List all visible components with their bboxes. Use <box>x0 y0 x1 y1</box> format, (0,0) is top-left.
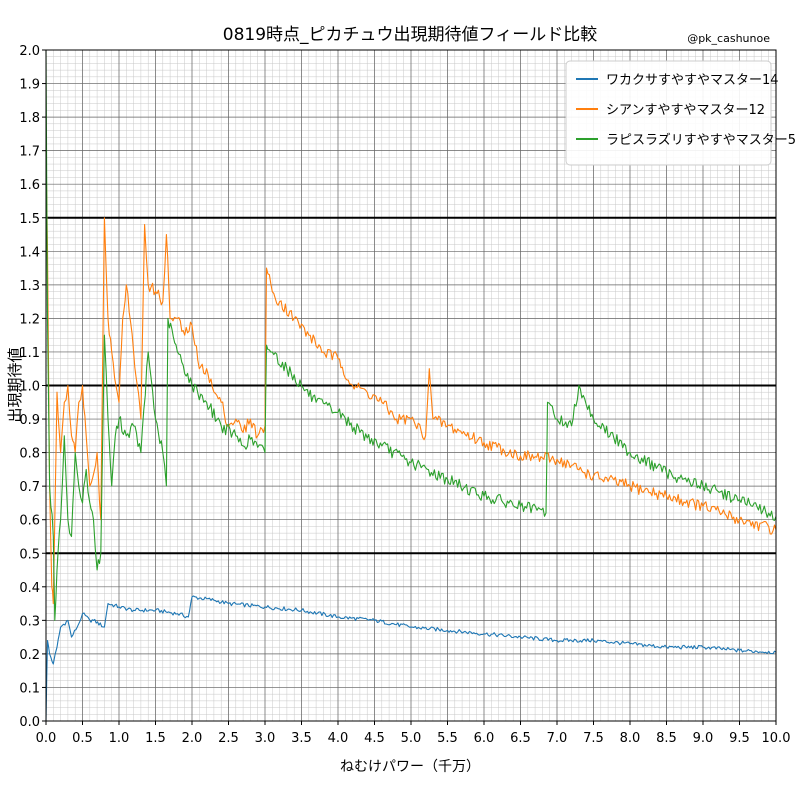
y-axis-label: 出現期待値 <box>6 347 24 422</box>
legend-label: ワカクサすやすやマスター14 <box>606 73 779 88</box>
y-tick-label: 0.5 <box>19 547 40 562</box>
series-layer <box>45 49 777 722</box>
series-line <box>45 49 777 621</box>
series-line <box>45 150 777 605</box>
x-tick-label: 2.5 <box>218 731 239 746</box>
y-tick-label: 0.8 <box>19 447 40 462</box>
x-axis-label: ねむけパワー（千万） <box>340 759 480 775</box>
chart-title: 0819時点_ピカチュウ出現期待値フィールド比較 <box>223 25 597 45</box>
x-tick-label: 6.0 <box>474 731 495 746</box>
y-tick-label: 2.0 <box>19 44 40 59</box>
x-tick-label: 8.5 <box>656 731 677 746</box>
legend: ワカクサすやすやマスター14 シアンすやすやマスター12 ラピスラズリすやすやマスタ… <box>565 60 796 166</box>
x-tick-label: 4.5 <box>364 731 385 746</box>
legend-label: ラピスラズリすやすやマスター5 <box>606 132 796 148</box>
watermark-text: @pk_cashunoe <box>687 32 770 45</box>
y-tick-label: 0.1 <box>19 681 40 696</box>
x-tick-label: 10.0 <box>762 731 791 746</box>
y-tick-label: 0.7 <box>19 480 40 495</box>
y-tick-label: 1.4 <box>19 245 40 260</box>
y-tick-label: 0.3 <box>19 614 40 629</box>
x-tick-label: 5.5 <box>437 731 458 746</box>
y-tick-label: 0.2 <box>19 648 40 663</box>
x-tick-label: 3.5 <box>291 731 312 746</box>
legend-label: シアンすやすやマスター12 <box>606 103 765 118</box>
y-tick-label: 1.3 <box>19 279 40 294</box>
y-axis-ticks: 0.0 0.1 0.2 0.3 0.4 0.5 0.6 0.7 0.8 0.9 1.0 1.1 1.2 1… <box>19 44 46 730</box>
y-tick-label: 1.1 <box>19 346 40 361</box>
y-tick-label: 1.2 <box>19 312 40 327</box>
x-tick-label: 9.5 <box>729 731 750 746</box>
x-tick-label: 8.0 <box>620 731 641 746</box>
x-tick-label: 3.0 <box>255 731 276 746</box>
x-tick-label: 4.0 <box>328 731 349 746</box>
y-tick-label: 0.0 <box>19 715 40 730</box>
series-line <box>45 595 777 722</box>
y-tick-label: 1.8 <box>19 111 40 126</box>
y-tick-label: 1.6 <box>19 178 40 193</box>
legend-box <box>565 60 772 166</box>
x-tick-label: 6.5 <box>510 731 531 746</box>
y-tick-label: 1.7 <box>19 145 40 160</box>
x-tick-label: 1.5 <box>145 731 166 746</box>
y-tick-label: 0.4 <box>19 581 40 596</box>
x-tick-label: 7.0 <box>547 731 568 746</box>
x-tick-label: 0.0 <box>36 731 57 746</box>
y-tick-label: 0.9 <box>19 413 40 428</box>
y-tick-label: 0.6 <box>19 514 40 529</box>
x-tick-label: 0.5 <box>72 731 93 746</box>
y-tick-label: 1.9 <box>19 78 40 93</box>
x-tick-label: 5.0 <box>401 731 422 746</box>
x-axis-ticks: 0.0 0.5 1.0 1.5 2.0 2.5 3.0 3.5 4.0 4.5 5.0 5.5 6.0 6… <box>36 721 791 746</box>
x-tick-label: 9.0 <box>693 731 714 746</box>
y-tick-label: 1.5 <box>19 212 40 227</box>
x-tick-label: 7.5 <box>583 731 604 746</box>
x-tick-label: 1.0 <box>109 731 130 746</box>
y-tick-label: 1.0 <box>19 380 40 395</box>
x-tick-label: 2.0 <box>182 731 203 746</box>
